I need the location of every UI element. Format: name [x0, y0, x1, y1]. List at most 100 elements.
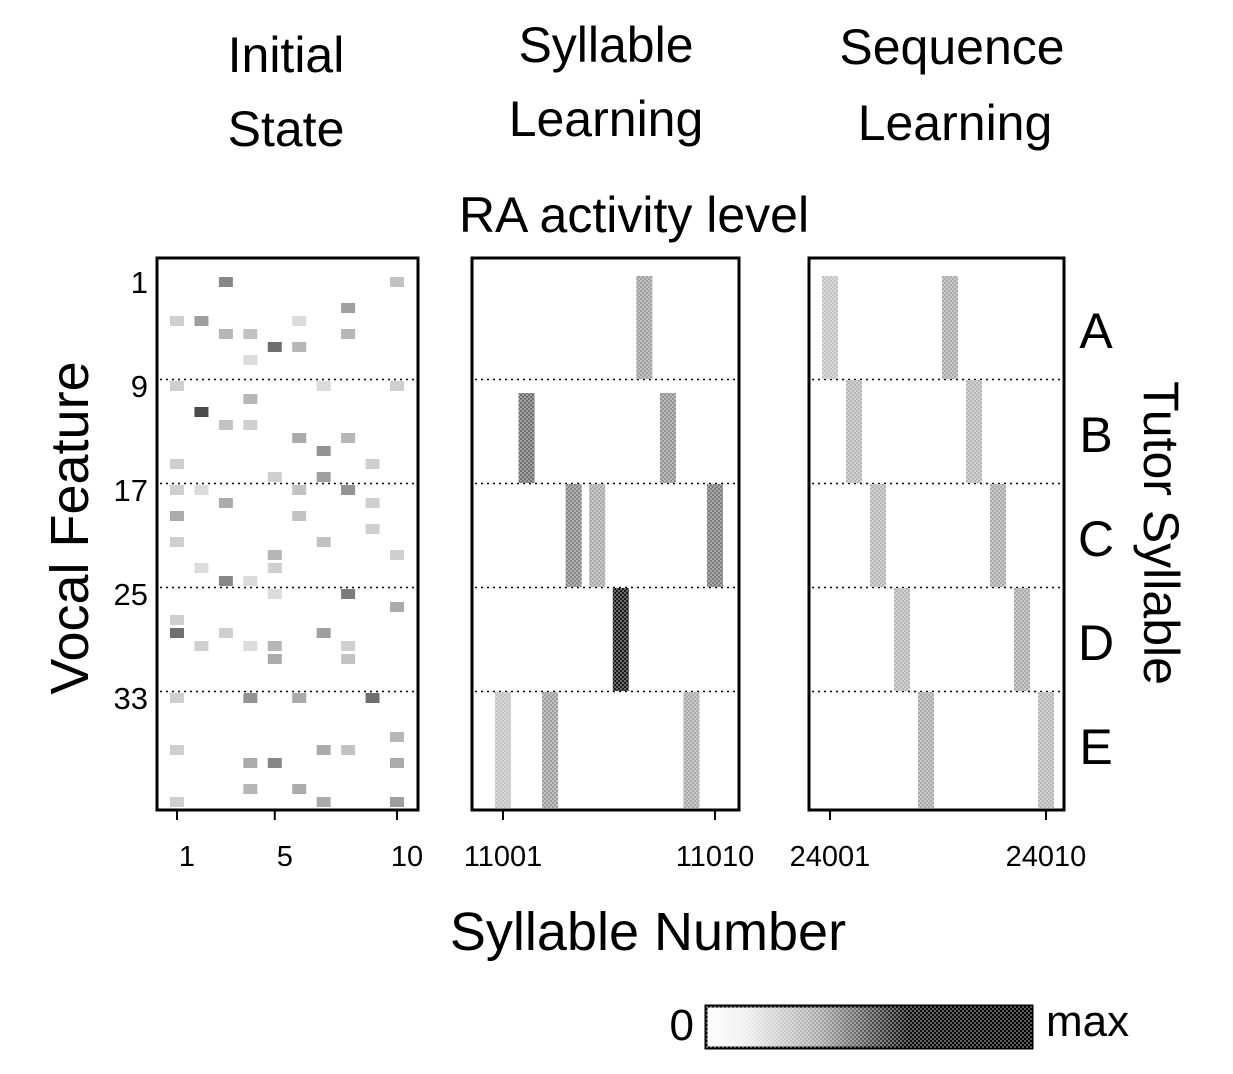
- x-tick-label: 11001: [464, 841, 543, 873]
- panel-initial-state: 1 5 10: [155, 256, 423, 873]
- heatmap-cell: [292, 342, 307, 352]
- heatmap-cell: [170, 745, 184, 755]
- heatmap-cell: [243, 641, 258, 651]
- heatmap-block-texture: [1014, 588, 1030, 691]
- heatmap-cell: [194, 407, 209, 417]
- heatmap-cell: [390, 550, 404, 560]
- heatmap-cell: [170, 316, 184, 326]
- heatmap-block-texture: [990, 484, 1006, 587]
- heatmap-cell: [267, 563, 282, 573]
- heatmap-cell: [170, 381, 184, 391]
- heatmap-cell: [390, 277, 404, 287]
- panel-sequence-learning: 24001 24010: [790, 256, 1087, 873]
- panel-frame: [155, 256, 420, 812]
- y-tick-label: 33: [114, 681, 148, 716]
- heatmap-cell: [316, 472, 331, 482]
- heatmap-cell: [316, 537, 331, 547]
- heatmap-cell: [243, 693, 258, 703]
- panel-frame: [807, 256, 1066, 812]
- heatmap-cell: [267, 589, 282, 599]
- row-group-label: C: [1078, 511, 1114, 567]
- panel-syllable-learning: 11001 11010: [464, 256, 754, 873]
- y-tick-label: 9: [131, 369, 148, 404]
- heatmap-block-texture: [870, 484, 886, 587]
- heatmap-block-texture: [589, 484, 606, 587]
- row-group-label: E: [1079, 719, 1112, 775]
- heatmap-cell: [267, 342, 282, 352]
- heatmap-cell: [341, 654, 356, 664]
- center-title: RA activity level: [459, 187, 809, 243]
- heatmap-cell: [243, 758, 258, 768]
- heatmap-cell: [194, 485, 209, 495]
- y-tick-label: 25: [114, 577, 148, 612]
- panel-frame: [470, 256, 741, 812]
- heatmap-cell: [341, 745, 356, 755]
- x-tick-label: 10: [391, 841, 423, 873]
- heatmap-cell: [316, 446, 331, 456]
- heatmap-block-texture: [918, 692, 934, 808]
- heatmap-block-texture: [846, 380, 862, 483]
- x-tick-label: 24010: [1006, 841, 1087, 873]
- heatmap-cell: [341, 329, 356, 339]
- heatmap-cell: [218, 628, 233, 638]
- heatmap-cell: [316, 797, 331, 807]
- heatmap-cell: [194, 563, 209, 573]
- heatmap-cell: [267, 550, 282, 560]
- heatmap-cell: [341, 433, 356, 443]
- panel1-title-line1: Initial: [228, 27, 345, 83]
- x-tick-label: 1: [179, 841, 195, 873]
- heatmap-block-texture: [542, 692, 559, 808]
- heatmap-cell: [316, 745, 331, 755]
- colorbar-max-label: max: [1046, 997, 1129, 1046]
- y-tick-label: 1: [131, 265, 148, 300]
- heatmap-cell: [390, 381, 404, 391]
- heatmap-cell: [267, 641, 282, 651]
- heatmap-cell: [170, 615, 184, 625]
- heatmap-cell: [316, 381, 331, 391]
- heatmap-cell: [292, 784, 307, 794]
- colorbar-min-label: 0: [670, 1001, 694, 1050]
- heatmap-cell: [316, 628, 331, 638]
- heatmap-cell: [218, 329, 233, 339]
- heatmap-cell: [365, 693, 380, 703]
- heatmap-cell: [243, 420, 258, 430]
- heatmap-cell: [365, 498, 380, 508]
- heatmap-cell: [292, 433, 307, 443]
- panel1-title-line2: State: [228, 101, 345, 157]
- heatmap-cell: [267, 654, 282, 664]
- heatmap-cell: [267, 472, 282, 482]
- panel2-title-line2: Learning: [509, 91, 704, 147]
- heatmap-cell: [243, 784, 258, 794]
- heatmap-cell: [292, 511, 307, 521]
- heatmap-block-texture: [822, 276, 838, 379]
- heatmap-cell: [218, 420, 233, 430]
- heatmap-cell: [243, 329, 258, 339]
- heatmap-block-texture: [565, 484, 582, 587]
- heatmap-cell: [170, 693, 184, 703]
- heatmap-cell: [170, 628, 184, 638]
- heatmap-block-texture: [636, 276, 653, 379]
- heatmap-cell: [243, 576, 258, 586]
- colorbar-dither: [706, 1006, 1032, 1048]
- row-group-label: B: [1079, 407, 1112, 463]
- heatmap-block-texture: [894, 588, 910, 691]
- heatmap-cell: [170, 537, 184, 547]
- y-tick-label: 17: [114, 473, 148, 508]
- heatmap-block-texture: [495, 692, 511, 808]
- heatmap-cell: [390, 758, 404, 768]
- heatmap-cell: [292, 693, 307, 703]
- heatmap-cell: [194, 316, 209, 326]
- heatmap-cell: [243, 394, 258, 404]
- panel3-title-line2: Learning: [858, 95, 1053, 151]
- heatmap-cell: [390, 797, 404, 807]
- heatmap-cell: [390, 602, 404, 612]
- heatmap-block-texture: [518, 393, 535, 483]
- heatmap-cell: [292, 485, 307, 495]
- heatmap-cell: [218, 498, 233, 508]
- heatmap-cell: [365, 459, 380, 469]
- x-tick-label: 5: [277, 841, 293, 873]
- heatmap-cell: [267, 758, 282, 768]
- heatmap-block-texture: [966, 380, 982, 483]
- heatmap-cell: [170, 797, 184, 807]
